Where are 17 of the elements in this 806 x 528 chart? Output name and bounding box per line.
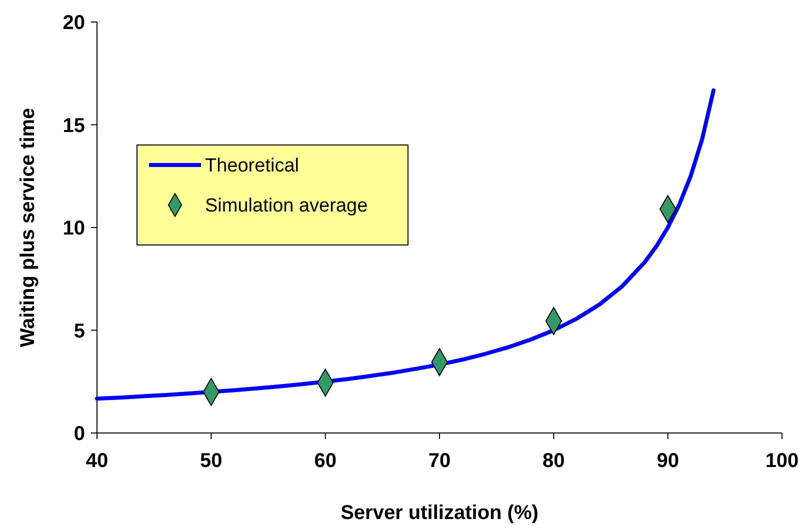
x-tick-label: 100: [765, 450, 799, 472]
legend-label: Theoretical: [205, 156, 299, 177]
y-tick-label: 20: [62, 12, 85, 34]
x-tick-label: 40: [86, 450, 108, 472]
x-tick-label: 60: [314, 450, 336, 472]
line-series: [95, 88, 716, 401]
y-axis-title: Waiting plus service time: [17, 108, 39, 348]
x-tick-label: 50: [200, 450, 222, 472]
legend-label: Simulation average: [205, 196, 368, 217]
x-tick-label: 90: [656, 450, 679, 472]
y-tick-label: 0: [74, 423, 85, 445]
x-tick-label: 80: [542, 450, 565, 472]
x-tick-label: 70: [428, 450, 451, 472]
y-tick-label: 10: [62, 218, 85, 240]
y-tick-label: 15: [62, 114, 85, 137]
y-tick-label: 5: [74, 320, 85, 342]
x-axis-title: Server utilization (%): [340, 502, 538, 524]
